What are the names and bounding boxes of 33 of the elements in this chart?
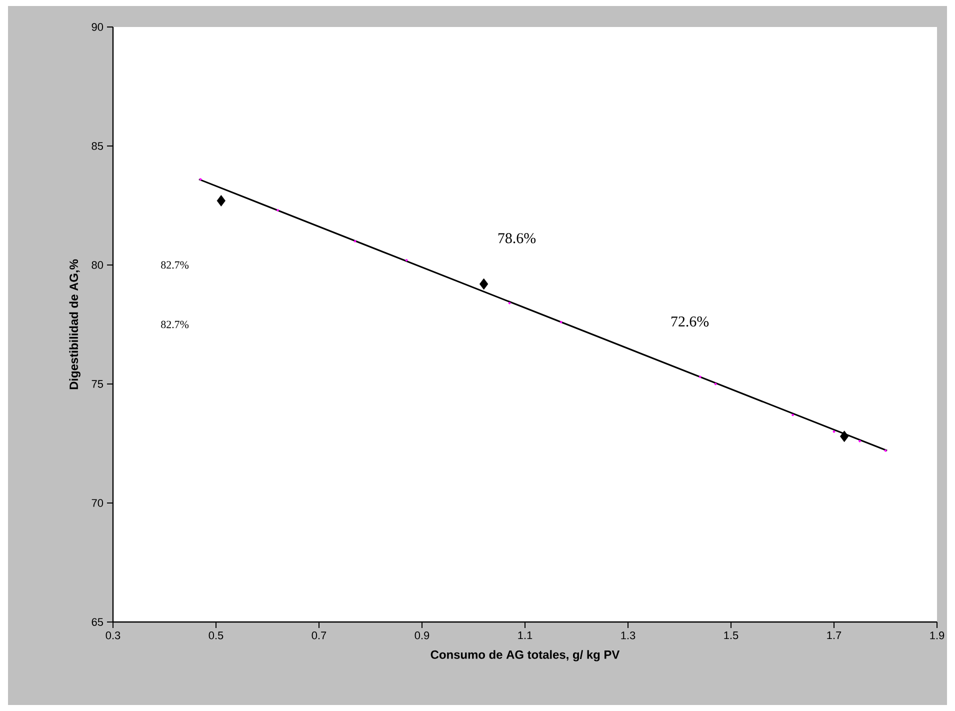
point [354,240,356,242]
x-tick-label: 1.3 [621,632,636,640]
point [479,278,488,290]
y-tick-label: 70 [92,499,104,507]
point [698,376,702,378]
annotation: 78.6% [498,233,536,244]
y-tick-label: 85 [92,142,104,150]
annotation: 82.7% [161,261,189,269]
x-axis-title: Consumo de AG totales, g/ kg PV [430,650,620,662]
point [560,320,562,324]
x-tick-label: 0.5 [208,632,224,640]
y-tick-label: 65 [92,618,104,626]
y-tick-label: 75 [92,380,104,388]
point [840,430,849,442]
x-tick-label: 1.9 [930,632,944,640]
x-tick-label: 1.5 [724,632,738,640]
x-tick-label: 1.1 [518,632,532,640]
y-tick-label: 90 [92,23,104,31]
annotation: 72.6% [671,316,709,327]
x-tick-label: 0.7 [312,632,326,640]
point [884,449,887,452]
x-tick-label: 1.7 [827,632,842,640]
point [199,178,202,181]
point [714,382,717,386]
x-tick-label: 0.9 [414,632,430,640]
point [792,414,794,416]
x-tick-label: 0.3 [106,632,120,640]
y-axis-title: Digestibilidad de AG,% [69,259,80,390]
point [832,430,836,433]
point [508,302,511,304]
annotation: 82.7% [161,320,189,328]
y-tick-label: 80 [92,261,104,269]
point [216,195,226,206]
